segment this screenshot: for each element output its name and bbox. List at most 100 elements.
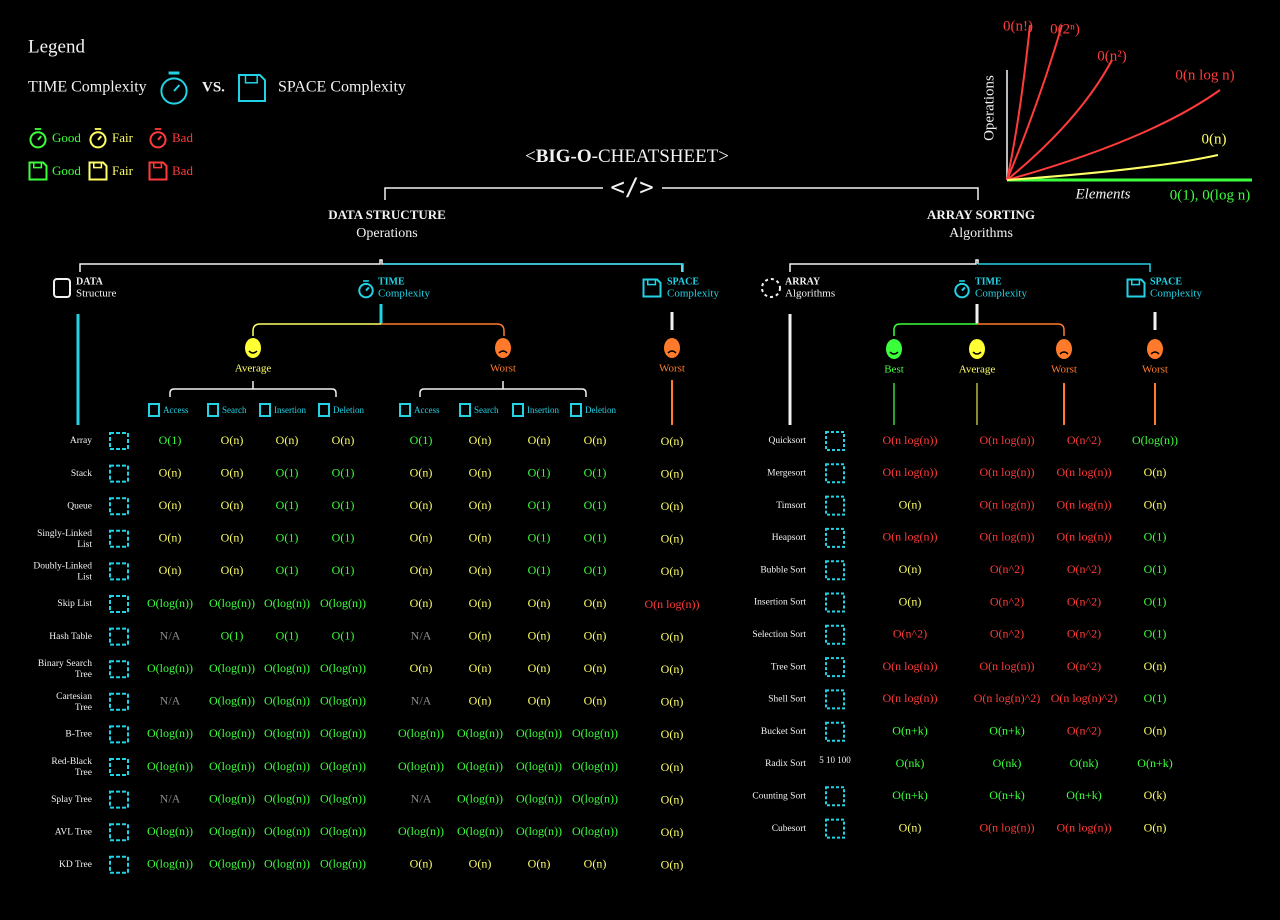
cell: O(log(n)) (209, 857, 255, 871)
cell: O(n^2) (1067, 594, 1101, 608)
title-symbol: </> (610, 173, 653, 201)
cell: O(n) (159, 498, 182, 512)
cell: O(log(n)) (457, 791, 503, 805)
row-name: Tree Sort (771, 662, 807, 672)
row-icon (825, 560, 845, 581)
op-icon (259, 403, 271, 417)
cell: O(log(n)) (320, 694, 366, 708)
col-header: DATA (76, 276, 104, 287)
cell: O(log(n)) (516, 726, 562, 740)
row-name-line: List (77, 540, 92, 550)
col-label: Worst (1051, 364, 1077, 376)
cell: O(log(n)) (572, 791, 618, 805)
cell: N/A (411, 628, 432, 642)
cell: O(n) (410, 498, 433, 512)
cell: O(n) (332, 433, 355, 447)
cell: O(n) (899, 820, 922, 834)
row-icon (109, 627, 129, 646)
cell: O(log(n)) (320, 596, 366, 610)
stopwatch-icon (89, 131, 107, 149)
row-name: Singly-Linked List (37, 529, 92, 550)
row-icon (109, 823, 129, 842)
graph-curve (1006, 59, 1113, 181)
op-icon (399, 403, 411, 417)
cell: O(n) (661, 727, 684, 741)
cell: O(log(n)) (516, 791, 562, 805)
cell: O(n^2) (893, 627, 927, 641)
row-icon (109, 660, 129, 679)
legend-rating: Bad (172, 163, 193, 178)
legend-space: SPACE Complexity (278, 79, 406, 96)
cell: O(log(n)) (516, 824, 562, 838)
array-icon (761, 278, 781, 298)
row-icon (825, 624, 845, 645)
cell: O(1) (332, 531, 355, 545)
title-part: -CHEATSHEET> (592, 146, 729, 167)
row-name: Insertion Sort (754, 598, 806, 608)
cell: O(n) (469, 694, 492, 708)
graph-x-label: Elements (1075, 186, 1131, 202)
cell: N/A (160, 628, 181, 642)
graph-curve (1006, 24, 1031, 181)
connector (978, 263, 1151, 272)
cell: O(log(n)) (147, 726, 193, 740)
stopwatch-icon (173, 84, 181, 92)
row-name: Hash Table (49, 632, 92, 642)
title-part: BIG-O (536, 146, 592, 167)
cell: O(log(n)) (457, 726, 503, 740)
cell: O(n^2) (990, 627, 1024, 641)
face-icon (1150, 351, 1160, 355)
floppy-icon (647, 278, 657, 286)
cell: O(log(n)) (209, 726, 255, 740)
cell: O(n^2) (990, 562, 1024, 576)
face-icon (969, 339, 985, 359)
stopwatch-icon (157, 135, 162, 141)
cell: O(nk) (993, 756, 1022, 770)
cell: O(n) (410, 596, 433, 610)
cell: O(n) (221, 531, 244, 545)
legend-rating: Good (52, 163, 81, 178)
stopwatch-icon (94, 128, 102, 130)
row-name: Quicksort (769, 436, 807, 446)
cell: O(n) (410, 531, 433, 545)
cell: O(n log(n)) (980, 497, 1035, 511)
row-name-line: Singly-Linked (37, 529, 92, 539)
cell: O(n) (584, 857, 607, 871)
col-header: Complexity (975, 288, 1027, 300)
connector (383, 263, 684, 272)
cell: O(k) (1144, 788, 1167, 802)
connector (381, 323, 505, 336)
col-header: Complexity (667, 288, 719, 300)
cell: O(n log(n)) (980, 465, 1035, 479)
op-label: Insertion (274, 405, 306, 415)
cell: O(n) (661, 792, 684, 806)
col-header: Complexity (378, 288, 430, 300)
cell: O(log(n)) (209, 759, 255, 773)
cell: O(nk) (896, 756, 925, 770)
cell: O(n) (221, 563, 244, 577)
legend-rating: Bad (172, 130, 193, 145)
op-label: Access (414, 405, 440, 415)
row-name-line: Tree (75, 670, 92, 680)
cell: O(log(n)) (320, 857, 366, 871)
face-icon (498, 350, 508, 354)
cell: O(n+k) (989, 788, 1024, 802)
row-icon-text: 5 10 100 (819, 755, 851, 765)
row-icon (109, 692, 129, 711)
cell: O(n) (899, 562, 922, 576)
op-icon (207, 403, 219, 417)
cell: O(n) (584, 661, 607, 675)
op-label: Deletion (333, 405, 364, 415)
cell: O(n) (584, 694, 607, 708)
col-header: Complexity (1150, 288, 1202, 300)
stopwatch-icon (97, 135, 102, 141)
cell: O(log(n)) (264, 791, 310, 805)
cell: O(n log(n)) (883, 465, 938, 479)
floppy-icon (1131, 278, 1141, 286)
row-name: Red-Black Tree (51, 757, 92, 778)
cell: O(1) (584, 531, 607, 545)
face-icon (1147, 339, 1163, 359)
cell: O(n) (661, 629, 684, 643)
row-name: Skip List (57, 599, 92, 609)
col-header: SPACE (1150, 276, 1182, 287)
